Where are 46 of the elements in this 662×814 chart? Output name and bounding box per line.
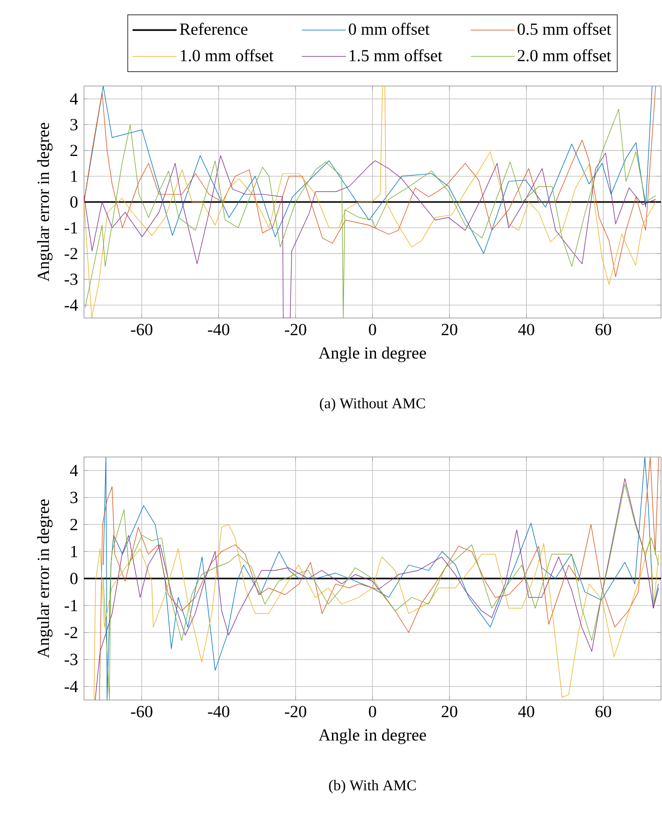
x-tick-label: 0 — [368, 324, 376, 336]
legend-label: Reference — [180, 22, 248, 35]
x-tick-label: -20 — [284, 324, 306, 336]
y-tick-label: 2 — [70, 518, 78, 530]
x-tick-label: -40 — [208, 324, 230, 336]
y-tick-label: -2 — [64, 248, 78, 260]
x-tick-label: -60 — [131, 324, 152, 336]
y-tick-label: 0 — [70, 196, 78, 208]
y-tick-label: 1 — [71, 546, 78, 558]
text: (a) Without AMC — [320, 398, 425, 412]
y-axis-title: Angular error in degree — [37, 122, 53, 282]
x-tick-label: -20 — [284, 706, 306, 718]
line-series — [84, 152, 656, 318]
x-tick-label: 20 — [442, 324, 458, 336]
x-tick-label: 40 — [518, 324, 534, 336]
y-tick-label: 4 — [70, 93, 78, 104]
y-tick-label: 3 — [70, 492, 78, 504]
y-tick-label: -3 — [64, 274, 78, 286]
x-tick-label: -60 — [131, 706, 152, 718]
line-series — [94, 524, 659, 700]
y-tick-label: -1 — [64, 600, 78, 612]
x-tick-label: 60 — [596, 706, 612, 718]
x-axis-title: Angle in degree — [318, 346, 426, 362]
text: (b) With AMC — [329, 780, 416, 794]
y-tick-label: -2 — [64, 626, 78, 638]
legend-label: 0.5 mm offset — [518, 22, 612, 35]
y-tick-label: -1 — [64, 222, 78, 234]
x-axis-title: Angle in degree — [318, 728, 426, 744]
legend-label: 2.0 mm offset — [518, 49, 612, 62]
y-tick-label: -4 — [64, 300, 78, 311]
y-tick-label: -3 — [64, 654, 78, 666]
y-axis-title: Angular error in degree — [37, 499, 53, 658]
y-tick-label: 4 — [70, 464, 78, 476]
legend-label: 1.0 mm offset — [180, 49, 274, 62]
x-tick-label: 0 — [368, 706, 376, 718]
x-tick-label: 20 — [442, 706, 458, 718]
legend-label: 1.5 mm offset — [350, 49, 442, 62]
x-tick-label: -40 — [208, 706, 230, 718]
y-tick-label: 3 — [70, 118, 78, 130]
y-tick-label: 0 — [70, 572, 78, 584]
legend-label: 0 mm offset — [348, 22, 430, 35]
x-tick-label: 60 — [596, 324, 612, 336]
y-tick-label: -4 — [64, 680, 78, 692]
y-tick-label: 1 — [71, 170, 78, 182]
x-tick-label: 40 — [518, 706, 534, 718]
y-tick-label: 2 — [70, 144, 78, 156]
